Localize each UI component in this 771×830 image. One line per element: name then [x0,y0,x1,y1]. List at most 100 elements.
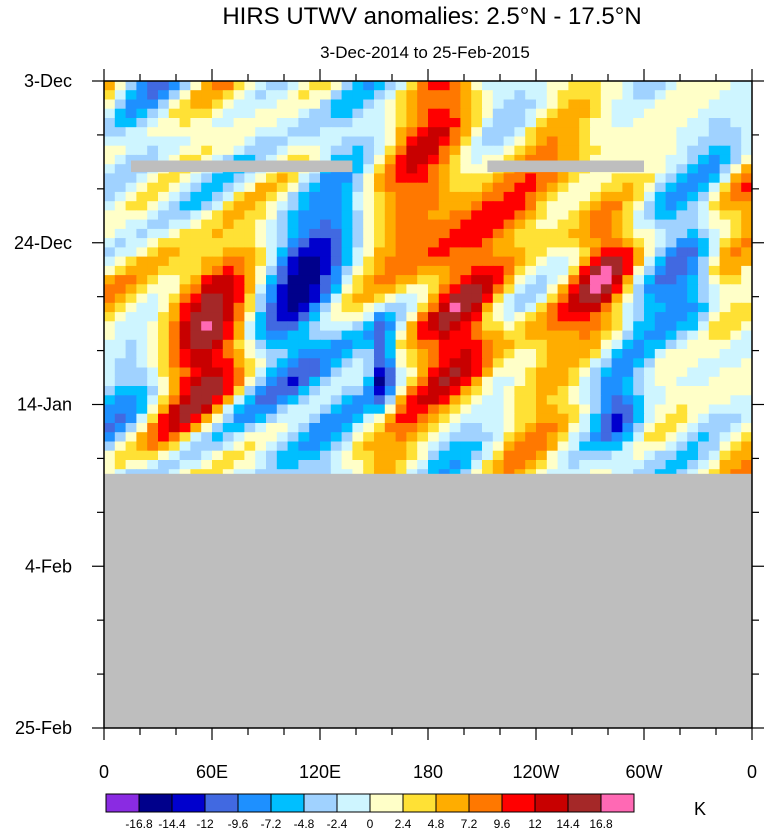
heatmap-cell [179,154,191,165]
colorbar-label: 16.8 [589,817,613,830]
heatmap-cell [179,118,191,128]
heatmap-cell [676,99,688,110]
heatmap-cell [147,118,159,128]
heatmap-cell [730,108,742,119]
heatmap-cell [568,81,580,91]
heatmap-cell [244,330,256,341]
heatmap-cell [471,423,483,433]
heatmap-cell [384,312,397,322]
heatmap-cell [341,460,353,470]
heatmap-cell [212,404,224,415]
heatmap-cell [266,423,278,433]
heatmap-cell [179,450,191,461]
heatmap-cell [330,136,343,147]
heatmap-cell [449,265,461,276]
heatmap-cell [665,210,677,221]
heatmap-cell [492,238,505,248]
heatmap-cell [168,450,181,461]
heatmap-cell [255,247,267,258]
heatmap-cell [471,219,483,230]
heatmap-cell [352,460,364,470]
heatmap-cell [352,201,364,211]
heatmap-cell [633,349,645,359]
heatmap-cell [190,460,202,470]
colorbar-label: 14.4 [556,817,580,830]
heatmap-cell [503,127,515,137]
heatmap-cell [363,450,375,461]
heatmap-cell [536,127,548,137]
heatmap-cell [611,228,623,239]
heatmap-cell [341,367,353,378]
heatmap-cell [276,182,289,193]
missing-data-region [104,473,752,728]
heatmap-cell [363,219,375,230]
heatmap-cell [579,404,591,415]
heatmap-cell [546,349,559,359]
heatmap-cell [395,404,407,415]
heatmap-cell [179,284,191,295]
heatmap-cell [687,275,699,285]
heatmap-cell [374,413,386,424]
heatmap-cell [438,367,451,378]
heatmap-cell [719,330,731,341]
heatmap-cell [406,432,418,442]
heatmap-cell [341,284,353,295]
heatmap-cell [568,349,580,359]
heatmap-cell [568,182,580,193]
heatmap-cell [503,413,515,424]
heatmap-cell [600,81,613,91]
heatmap-cell [374,145,386,156]
heatmap-cell [201,395,213,406]
heatmap-cell [114,302,127,313]
heatmap-cell [471,349,483,359]
heatmap-cell [320,404,332,415]
heatmap-cell [114,349,127,359]
heatmap-cell [201,386,213,396]
heatmap-cell [665,145,677,156]
heatmap-cell [298,395,310,406]
heatmap-cell [622,90,634,100]
heatmap-cell [633,173,645,184]
heatmap-cell [546,154,559,165]
heatmap-cell [158,127,170,137]
heatmap-cell [676,450,688,461]
heatmap-cell [266,127,278,137]
heatmap-cell [557,238,569,248]
heatmap-cell [168,302,181,313]
heatmap-cell [384,238,397,248]
heatmap-cell [676,432,688,442]
heatmap-cell [212,413,224,424]
heatmap-cell [320,247,332,258]
heatmap-cell [276,275,289,285]
heatmap-cell [687,265,699,276]
heatmap-cell [395,312,407,322]
heatmap-cell [741,256,752,267]
heatmap-cell [298,173,310,184]
heatmap-cell [201,154,213,165]
heatmap-cell [698,136,710,147]
heatmap-cell [708,284,721,295]
heatmap-cell [201,339,213,350]
heatmap-cell [611,413,623,424]
heatmap-cell [676,219,688,230]
heatmap-cell [698,413,710,424]
heatmap-cell [460,423,472,433]
heatmap-cell [590,247,602,258]
heatmap-cell [741,164,752,174]
heatmap-cell [179,247,191,258]
colorbar-label: -16.8 [125,817,153,830]
heatmap-cell [644,293,656,304]
heatmap-cell [352,99,364,110]
heatmap-cell [611,404,623,415]
heatmap-cell [255,210,267,221]
heatmap-cell [104,275,116,285]
heatmap-cell [114,81,127,91]
heatmap-cell [546,228,559,239]
heatmap-cell [147,339,159,350]
heatmap-cell [104,386,116,396]
heatmap-cell [503,154,515,165]
heatmap-cell [330,441,343,452]
heatmap-cell [363,367,375,378]
heatmap-cell [546,118,559,128]
heatmap-cell [687,284,699,295]
